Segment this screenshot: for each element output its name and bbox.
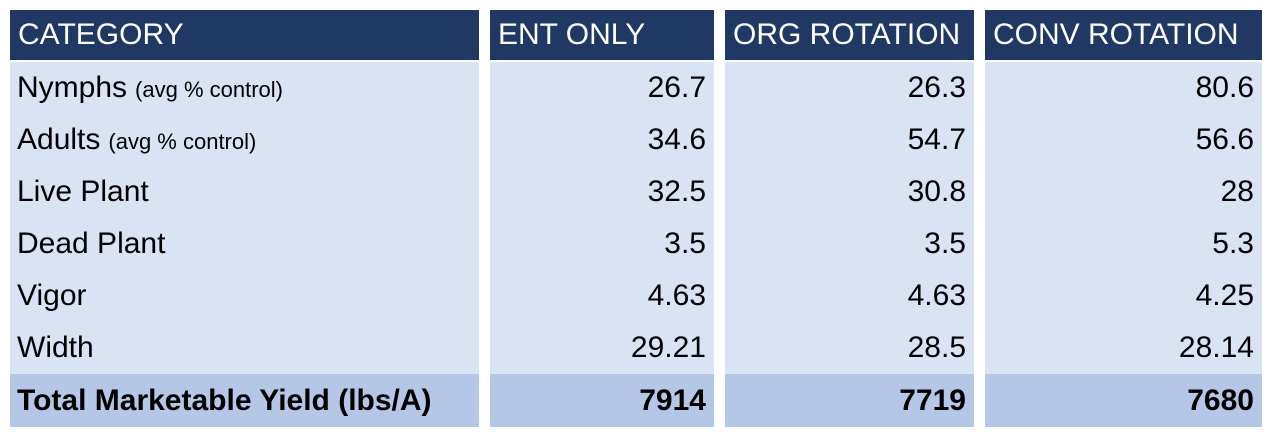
row-label: Live Plant [17, 175, 149, 208]
row-label: Nymphs [17, 71, 128, 104]
value-cell: 4.63 [725, 270, 974, 322]
row-label-cell: Adults (avg % control) [10, 114, 479, 166]
value-cell: 4.25 [985, 270, 1262, 322]
value-cell: 26.3 [725, 62, 974, 114]
row-label-cell: Nymphs (avg % control) [10, 62, 479, 114]
row-label: Vigor [17, 279, 87, 312]
row-note: (avg % control) [135, 77, 283, 102]
value-cell: 28.5 [725, 322, 974, 374]
header-cell: CONV ROTATION [985, 10, 1262, 62]
row-label: Dead Plant [17, 227, 166, 260]
value-cell: 30.8 [725, 166, 974, 218]
row-label-cell: Live Plant [10, 166, 479, 218]
value-cell: 56.6 [985, 114, 1262, 166]
value-cell: 3.5 [490, 218, 714, 270]
header-cell: ORG ROTATION [725, 10, 974, 62]
total-value: 7914 [490, 374, 714, 427]
value-cell: 26.7 [490, 62, 714, 114]
value-cell: 54.7 [725, 114, 974, 166]
value-cell: 28.14 [985, 322, 1262, 374]
value-cell: 4.63 [490, 270, 714, 322]
total-value: 7719 [725, 374, 974, 427]
row-label-cell: Dead Plant [10, 218, 479, 270]
value-cell: 28 [985, 166, 1262, 218]
row-label-cell: Vigor [10, 270, 479, 322]
row-label: Width [17, 331, 94, 364]
value-cell: 34.6 [490, 114, 714, 166]
header-cell: ENT ONLY [490, 10, 714, 62]
value-cell: 3.5 [725, 218, 974, 270]
data-table: CATEGORY ENT ONLY ORG ROTATION CONV ROTATIO… [10, 10, 1262, 427]
row-label: Adults [17, 123, 101, 156]
value-cell: 32.5 [490, 166, 714, 218]
total-value: 7680 [985, 374, 1262, 427]
row-note: (avg % control) [108, 129, 257, 154]
value-cell: 5.3 [985, 218, 1262, 270]
total-label: Total Marketable Yield (lbs/A) [10, 374, 479, 427]
row-label-cell: Width [10, 322, 479, 374]
header-cell: CATEGORY [10, 10, 479, 62]
value-cell: 80.6 [985, 62, 1262, 114]
value-cell: 29.21 [490, 322, 714, 374]
